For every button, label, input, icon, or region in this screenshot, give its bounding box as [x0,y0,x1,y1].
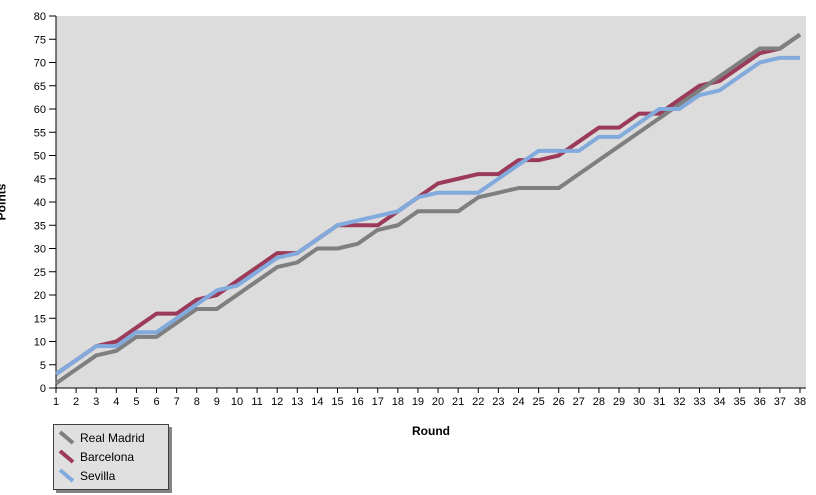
series-line-barcelona [54,32,802,376]
legend-item-barcelona: Barcelona [58,447,164,466]
legend-label: Barcelona [80,449,135,464]
series-line-real-madrid [54,32,802,385]
x-axis-title: Round [412,424,450,438]
x-tick-label: 30 [633,396,645,408]
y-tick-label: 20 [34,290,46,302]
x-tick-label: 35 [734,396,746,408]
legend-label: Sevilla [80,468,116,483]
y-tick-label: 10 [34,337,46,349]
y-tick-label: 0 [40,383,46,395]
legend: Real Madrid Barcelona Sevilla [53,424,169,490]
legend-item-real-madrid: Real Madrid [58,428,164,447]
x-tick-label: 10 [231,396,243,408]
x-tick-label: 5 [133,396,139,408]
y-tick-label: 65 [34,81,46,93]
x-tick-label: 28 [593,396,605,408]
x-tick-label: 27 [573,396,585,408]
x-tick-label: 13 [291,396,303,408]
y-axis-title: Points [0,183,9,221]
y-tick-label: 40 [34,197,46,209]
y-tick-label: 55 [34,127,46,139]
x-tick-label: 19 [412,396,424,408]
x-tick-label: 29 [613,396,625,408]
y-tick-label: 5 [40,360,46,372]
x-tick-label: 25 [532,396,544,408]
x-tick-label: 9 [214,396,220,408]
y-tick-label: 75 [34,34,46,46]
y-tick-label: 35 [34,220,46,232]
x-tick-label: 7 [174,396,180,408]
y-tick-label: 25 [34,267,46,279]
x-tick-label: 24 [512,396,524,408]
x-tick-label: 37 [774,396,786,408]
x-tick-label: 18 [392,396,404,408]
x-tick-label: 2 [73,396,79,408]
legend-item-sevilla: Sevilla [58,466,164,485]
x-tick-label: 23 [492,396,504,408]
barcelona-line-swatch-icon [58,449,75,464]
x-tick-label: 34 [713,396,725,408]
x-tick-label: 22 [472,396,484,408]
series-line-sevilla [54,55,800,376]
x-tick-label: 14 [311,396,323,408]
y-tick-label: 50 [34,151,46,163]
x-tick-label: 21 [452,396,464,408]
x-tick-label: 6 [153,396,159,408]
legend-label: Real Madrid [80,430,145,445]
y-tick-label: 30 [34,244,46,256]
x-tick-label: 12 [271,396,283,408]
x-tick-label: 20 [432,396,444,408]
x-tick-label: 38 [794,396,806,408]
real-madrid-line-swatch-icon [58,430,75,445]
sevilla-line-swatch-icon [58,468,75,483]
x-tick-label: 11 [251,396,262,408]
y-tick-label: 60 [34,104,46,116]
x-tick-label: 15 [331,396,343,408]
x-tick-label: 26 [553,396,565,408]
x-tick-label: 33 [693,396,705,408]
y-tick-label: 70 [34,58,46,70]
x-tick-label: 8 [194,396,200,408]
x-tick-label: 36 [754,396,766,408]
y-tick-label: 80 [34,11,46,23]
x-tick-label: 17 [372,396,384,408]
x-tick-label: 4 [113,396,119,408]
x-tick-label: 1 [53,396,59,408]
x-tick-label: 32 [673,396,685,408]
plot-area [56,16,806,388]
x-tick-label: 31 [653,396,665,408]
x-tick-label: 3 [93,396,99,408]
x-tick-label: 16 [351,396,363,408]
y-tick-label: 45 [34,174,46,186]
y-tick-label: 15 [34,313,46,325]
